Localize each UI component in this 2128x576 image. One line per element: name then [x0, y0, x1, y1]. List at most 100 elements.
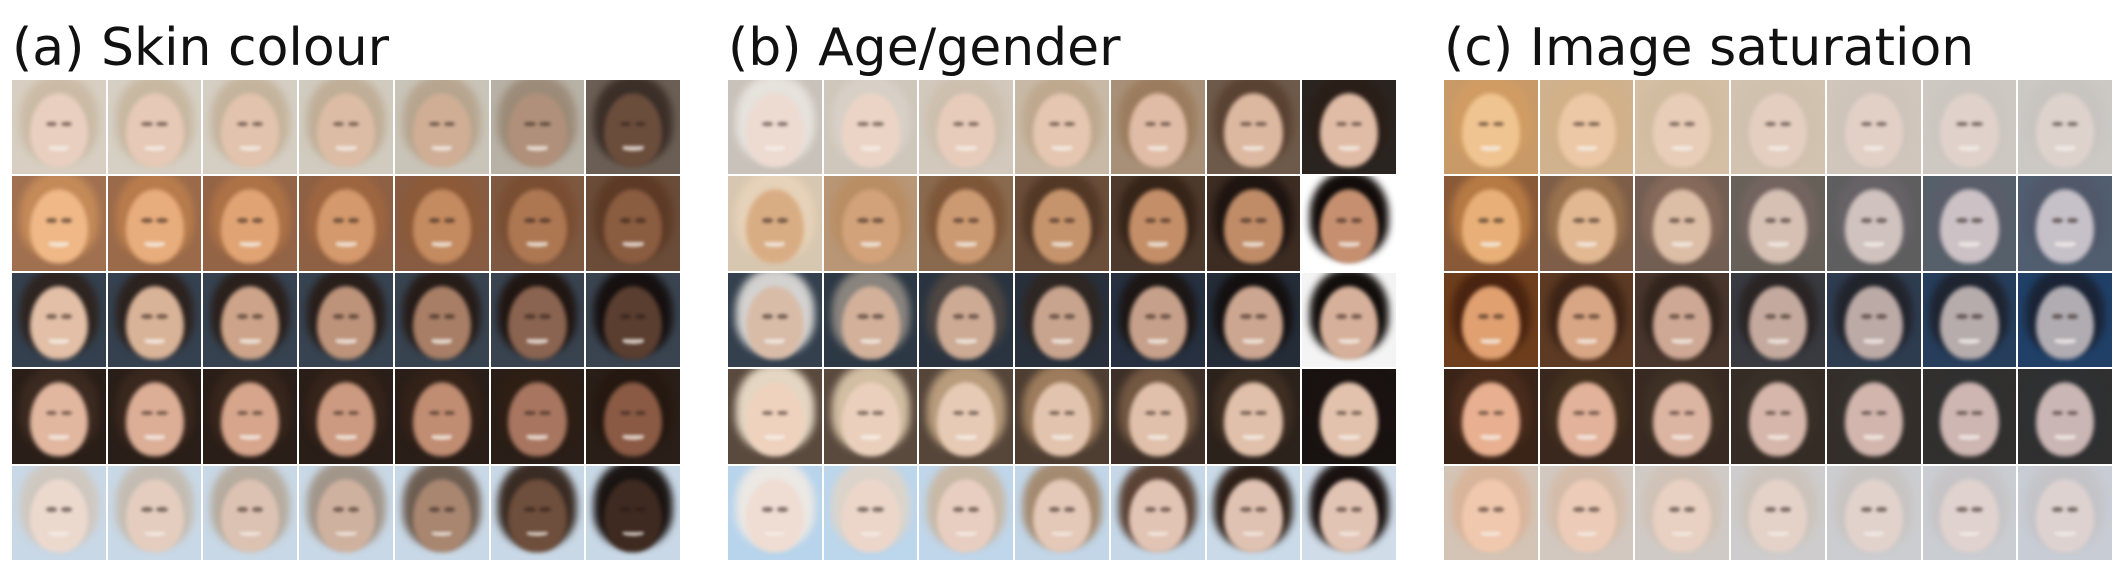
- face-skin: [29, 93, 88, 167]
- face-skin: [316, 382, 376, 457]
- face-skin: [1557, 93, 1616, 167]
- face-mouth: [1338, 242, 1360, 248]
- face-eye: [1860, 217, 1872, 223]
- face-eye: [524, 217, 536, 223]
- face-image: [1444, 272, 1538, 368]
- face-eye: [953, 217, 965, 223]
- face-eye: [1588, 507, 1600, 512]
- face-eye: [1255, 121, 1267, 127]
- face-mouth: [1671, 531, 1693, 537]
- face-mouth: [1863, 242, 1885, 248]
- face-image: [1922, 272, 2017, 368]
- face-skin: [1844, 189, 1903, 264]
- face-eye: [1764, 121, 1777, 127]
- face-mouth: [48, 338, 70, 344]
- face-skin: [412, 382, 471, 457]
- face-skin: [937, 286, 996, 360]
- face-image: [1539, 465, 1634, 560]
- face-image: [1206, 176, 1301, 271]
- face-eye: [968, 217, 980, 223]
- face-skin: [125, 382, 184, 457]
- face-skin: [604, 286, 663, 360]
- face-eye: [1956, 217, 1968, 223]
- face-skin: [412, 93, 471, 167]
- face-mouth: [860, 338, 881, 344]
- face-image: [203, 272, 298, 368]
- face-eye: [1351, 121, 1363, 127]
- face-eye: [1764, 410, 1777, 416]
- face-mouth: [1051, 435, 1073, 440]
- face-mouth: [1338, 531, 1360, 537]
- face-mouth: [239, 435, 261, 440]
- face-image: [1444, 369, 1538, 464]
- face-eye: [1159, 314, 1171, 320]
- face-skin: [1224, 382, 1283, 457]
- face-skin: [1032, 478, 1092, 553]
- face-eye: [1351, 507, 1363, 512]
- face-mouth: [764, 338, 786, 344]
- face-eye: [1779, 121, 1792, 127]
- face-eye: [635, 217, 647, 223]
- face-skin: [1032, 286, 1092, 360]
- face-eye: [620, 217, 632, 223]
- face-eye: [620, 314, 632, 320]
- face-mouth: [527, 435, 548, 440]
- face-eye: [60, 121, 72, 127]
- face-skin: [221, 478, 280, 553]
- face-eye: [1240, 217, 1252, 223]
- face-mouth: [1863, 435, 1885, 440]
- face-image: [2018, 369, 2112, 464]
- face-eye: [1351, 217, 1363, 223]
- face-eye: [1875, 507, 1887, 512]
- face-skin: [1557, 382, 1616, 457]
- face-skin: [1844, 382, 1903, 457]
- face-mouth: [1147, 242, 1169, 248]
- face-eye: [1048, 314, 1061, 320]
- face-eye: [443, 314, 455, 320]
- face-mouth: [144, 531, 165, 537]
- face-eye: [252, 507, 264, 512]
- face-mouth: [1243, 531, 1264, 537]
- face-eye: [1779, 410, 1792, 416]
- face-eye: [1492, 410, 1504, 416]
- face-mouth: [1480, 146, 1502, 151]
- face-eye: [1336, 217, 1348, 223]
- face-eye: [1779, 217, 1792, 223]
- face-eye: [1336, 507, 1348, 512]
- face-skin: [1940, 189, 1999, 264]
- face-image: [203, 80, 298, 175]
- face-skin: [508, 382, 567, 457]
- face-eye: [1588, 217, 1600, 223]
- face-skin: [745, 382, 804, 457]
- face-skin: [1224, 478, 1283, 553]
- face-eye: [1048, 217, 1061, 223]
- face-eye: [2052, 121, 2064, 127]
- face-eye: [1588, 314, 1600, 320]
- face-eye: [1875, 314, 1887, 320]
- face-image: [1444, 176, 1538, 271]
- face-eye: [872, 314, 884, 320]
- face-image: [728, 80, 822, 175]
- face-skin: [841, 478, 900, 553]
- face-image: [1539, 176, 1634, 271]
- face-eye: [1860, 314, 1872, 320]
- face-image: [823, 369, 918, 464]
- face-image: [728, 272, 822, 368]
- face-eye: [1764, 314, 1777, 320]
- face-image: [1635, 272, 1730, 368]
- face-eye: [1336, 121, 1348, 127]
- face-eye: [635, 507, 647, 512]
- face-eye: [45, 507, 57, 512]
- face-mouth: [1576, 146, 1597, 151]
- face-eye: [60, 217, 72, 223]
- face-image: [919, 272, 1014, 368]
- face-skin: [125, 189, 184, 264]
- face-eye: [1159, 121, 1171, 127]
- face-skin: [1653, 189, 1712, 264]
- face-eye: [761, 121, 773, 127]
- face-image: [1110, 80, 1205, 175]
- face-mouth: [622, 338, 644, 344]
- face-image: [728, 176, 822, 271]
- face-mouth: [1767, 338, 1789, 344]
- face-skin: [29, 189, 88, 264]
